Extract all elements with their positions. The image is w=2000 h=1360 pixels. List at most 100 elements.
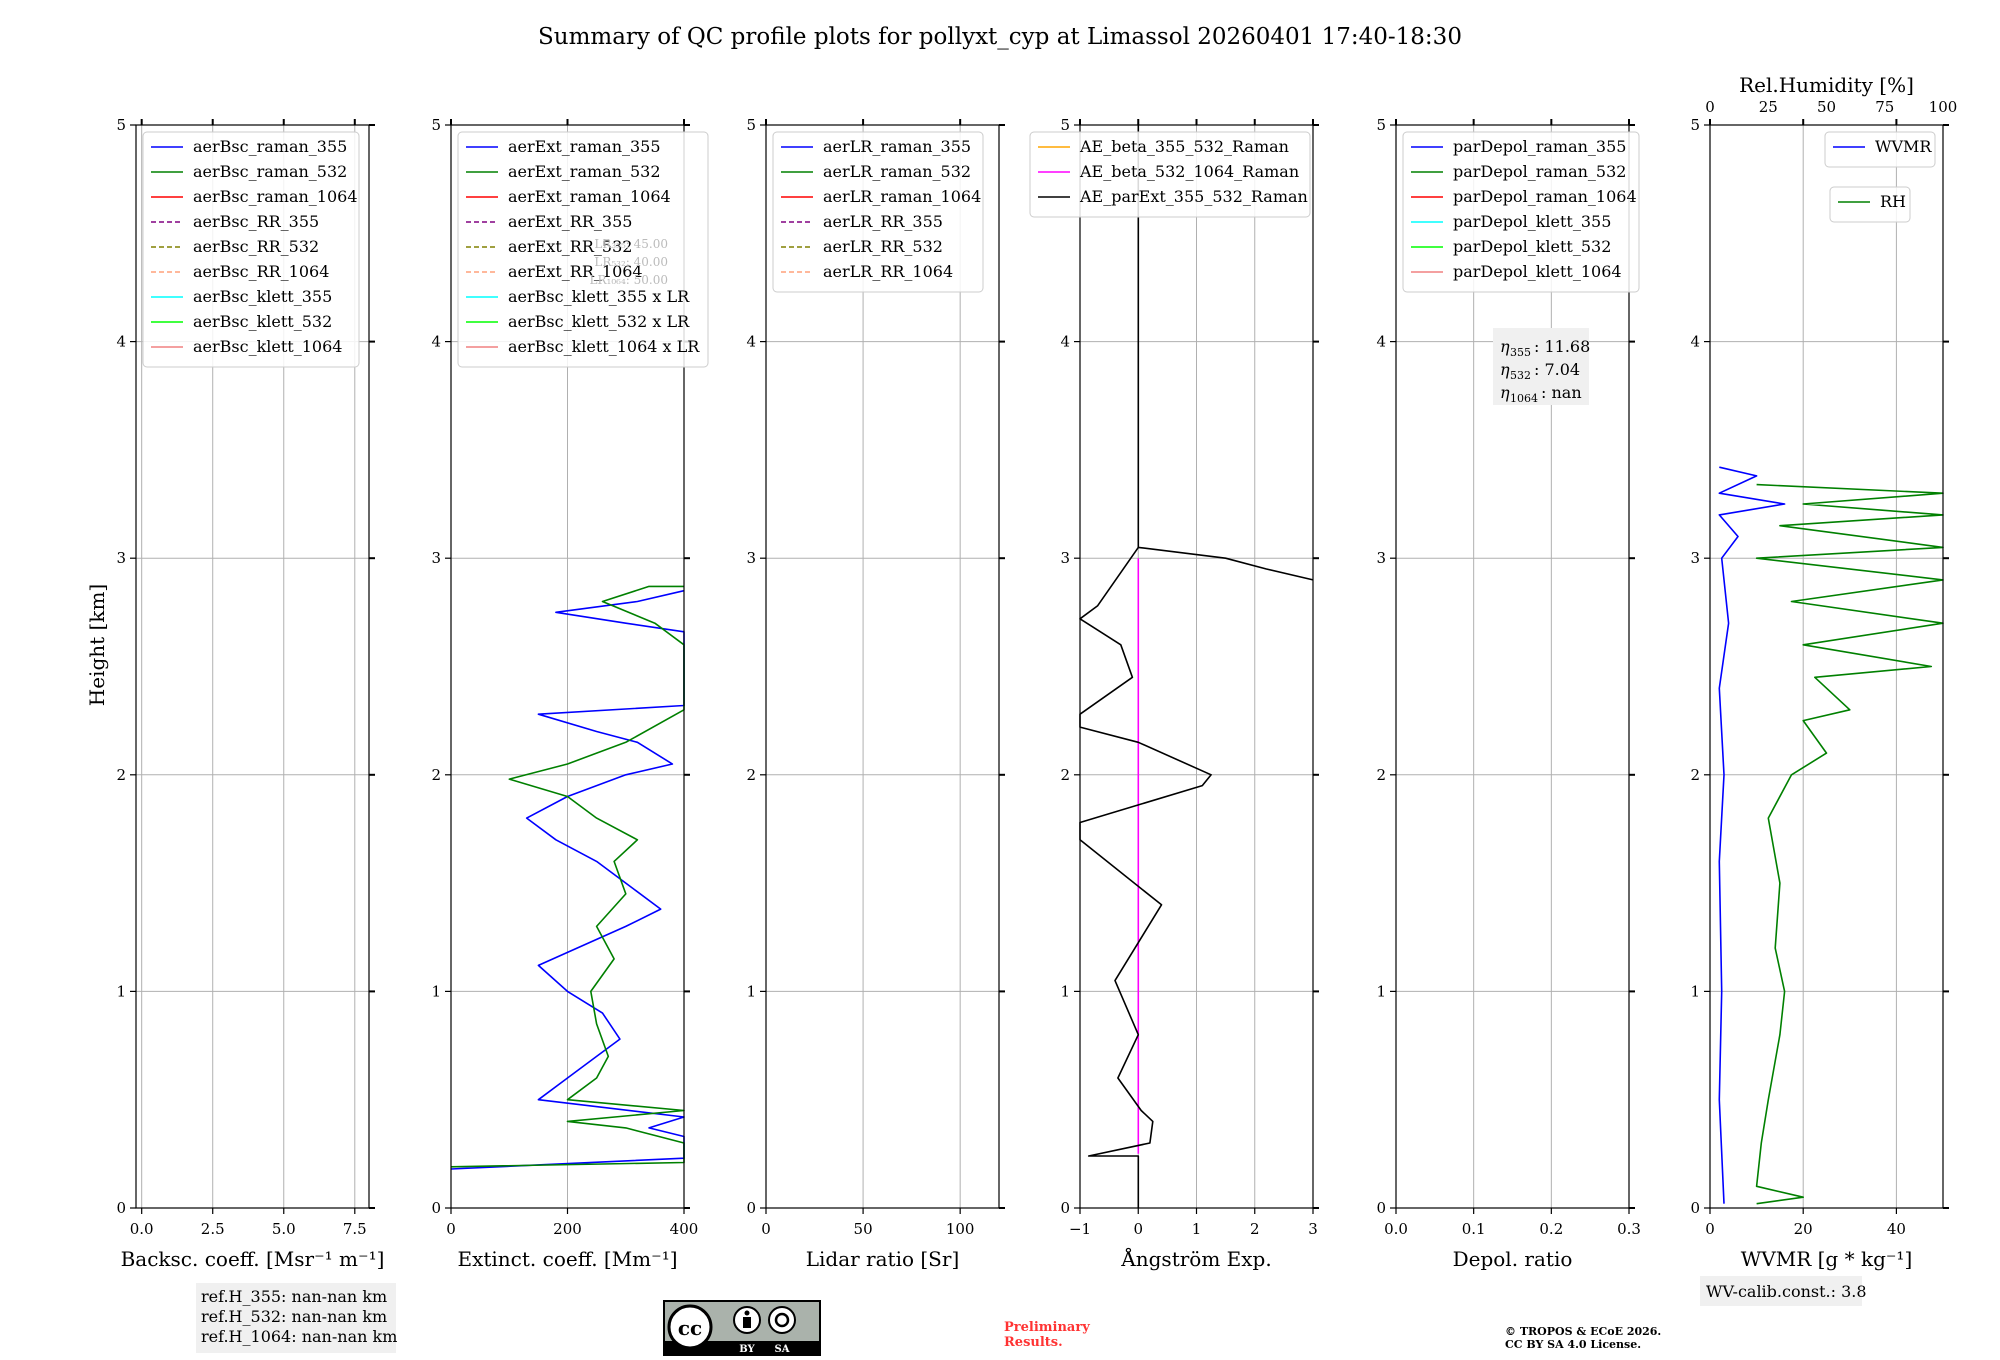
y-tick-label: 0 (1060, 1199, 1070, 1217)
y-tick-label: 4 (746, 333, 756, 351)
legend-label: parDepol_klett_1064 (1453, 262, 1622, 281)
x2-axis-label: Rel.Humidity [%] (1739, 73, 1914, 97)
x-tick-label: 0.0 (1384, 1220, 1408, 1238)
x-tick-label: 20 (1794, 1220, 1813, 1238)
legend-label: aerExt_RR_355 (508, 212, 632, 231)
legend: aerLR_raman_355 aerLR_raman_532 aerLR_rama… (772, 131, 984, 293)
y-tick-label: 4 (431, 333, 441, 351)
legend-box (1402, 131, 1640, 293)
legend-label: aerBsc_klett_532 (193, 312, 332, 331)
y-tick-label: 0 (1376, 1199, 1386, 1217)
legend-label: aerExt_raman_1064 (508, 187, 671, 206)
legend-box (772, 131, 984, 293)
y-tick-label: 5 (1060, 116, 1070, 134)
x-tick-label: 100 (946, 1220, 975, 1238)
plot-frame (1395, 124, 1630, 1209)
eta-symbol: η (1500, 383, 1510, 402)
legend-label: aerLR_raman_1064 (823, 187, 981, 206)
legend-label: aerLR_raman_355 (823, 137, 971, 156)
legend-box (1829, 186, 1911, 223)
legend-label: aerBsc_raman_1064 (193, 187, 358, 206)
eta-subscript: 1064 (1510, 392, 1538, 405)
series-group (1718, 466, 1944, 1205)
x-tick-label: 2.5 (201, 1220, 225, 1238)
y-tick-label: 5 (116, 116, 126, 134)
ref-height-label: ref.H_532: nan-nan km (201, 1307, 387, 1326)
panel-depol: 0 1 2 3 4 5 0.0 0.1 0.2 0.3 Depol. ratio parDepol_r… (1376, 116, 1640, 1271)
by-icon-head (744, 1310, 750, 1316)
y-tick-label: 1 (1690, 982, 1700, 1000)
legend: aerExt_raman_355 aerExt_raman_532 aerExt_r… (457, 131, 709, 368)
x-axis-label: Lidar ratio [Sr] (806, 1247, 960, 1271)
y-tick-label: 4 (116, 333, 126, 351)
legend-label: WVMR (1875, 137, 1932, 156)
legend-label: aerBsc_klett_355 x LR (508, 287, 690, 306)
y-tick-label: 4 (1060, 333, 1070, 351)
y-axis-label: Height [km] (85, 584, 109, 706)
x-tick-label: 0.3 (1617, 1220, 1641, 1238)
legend-label: aerBsc_klett_532 x LR (508, 312, 690, 331)
x-tick-label: −1 (1069, 1220, 1091, 1238)
legend-box (1029, 131, 1311, 218)
eta-symbol: η (1500, 337, 1510, 356)
legend-label: aerLR_RR_355 (823, 212, 943, 231)
panel-ext: 0 1 2 3 4 5 0 200 400 Extinct. coeff. [Mm⁻¹] aerEx… (431, 116, 709, 1271)
legend-label: aerExt_raman_355 (508, 137, 661, 156)
license-badge: cc BY SA (663, 1300, 821, 1356)
x-tick-label: 200 (553, 1220, 582, 1238)
y-tick-label: 0 (746, 1199, 756, 1217)
legend-label: aerBsc_klett_1064 x LR (508, 337, 700, 356)
eta-value: : nan (1541, 383, 1582, 402)
x-tick-label: 0 (446, 1220, 456, 1238)
y-tick-label: 3 (1060, 549, 1070, 567)
plot-frame (765, 124, 1000, 1209)
ext-lidar-ratio-label: LR₅₃₂: 40.00 (594, 255, 668, 269)
y-tick-label: 3 (431, 549, 441, 567)
copyright-line: CC BY SA 4.0 License. (1505, 1338, 1641, 1351)
legend-label: aerBsc_raman_355 (193, 137, 347, 156)
legend-label: aerBsc_RR_355 (193, 212, 319, 231)
series-line-WVMR (1718, 466, 1786, 1204)
sa-icon-arc (774, 1312, 790, 1328)
x-tick-label: 0.1 (1462, 1220, 1486, 1238)
legend-label: aerExt_raman_532 (508, 162, 661, 181)
preliminary-line: Preliminary (1004, 1320, 1090, 1335)
cc-icon-letters: cc (678, 1316, 702, 1340)
x2-tick-label: 100 (1929, 98, 1958, 116)
y-tick-label: 2 (431, 766, 441, 784)
legend-box (142, 131, 360, 368)
ref-height-label: ref.H_355: nan-nan km (201, 1287, 387, 1306)
legend-label: parDepol_raman_355 (1453, 137, 1626, 156)
sa-icon (768, 1306, 796, 1334)
series-line-AE_parExt_355_532_Raman (1079, 125, 1212, 1208)
legend-label: AE_parExt_355_532_Raman (1079, 187, 1308, 206)
legend: AE_beta_355_532_Raman AE_beta_532_1064_Ra… (1029, 131, 1311, 218)
y-tick-label: 3 (1376, 549, 1386, 567)
x-tick-label: 7.5 (343, 1220, 367, 1238)
panels: 0 1 2 3 4 5 0.0 2.5 5.0 7.5 Backsc. coeff. [Msr⁻¹ … (116, 73, 1957, 1271)
by-icon-body (743, 1317, 751, 1328)
legend-label: aerBsc_raman_532 (193, 162, 347, 181)
copyright-label: © TROPOS & ECoE 2026. CC BY SA 4.0 Licens… (1505, 1325, 1661, 1351)
y-tick-label: 1 (1060, 982, 1070, 1000)
legend-label: RH (1880, 192, 1906, 211)
figure-title: Summary of QC profile plots for pollyxt_… (538, 24, 1462, 50)
x-tick-label: 0 (1133, 1220, 1143, 1238)
legend-label: AE_beta_532_1064_Raman (1079, 162, 1299, 181)
x-tick-label: 2 (1250, 1220, 1260, 1238)
y-tick-label: 2 (746, 766, 756, 784)
eta-box (1493, 328, 1589, 405)
ext-lidar-ratio-label: LR₁₀₆₄: 50.00 (590, 273, 668, 287)
x-tick-label: 1 (1192, 1220, 1202, 1238)
legend: parDepol_raman_355 parDepol_raman_532 parD… (1402, 131, 1640, 293)
ext-lidar-ratio-label: LR₃₅₅: 45.00 (594, 237, 668, 251)
ref-height-label: ref.H_1064: nan-nan km (201, 1327, 397, 1346)
y-tick-label: 3 (746, 549, 756, 567)
y-tick-label: 5 (746, 116, 756, 134)
x2-tick-label: 75 (1875, 98, 1894, 116)
y-tick-label: 0 (116, 1199, 126, 1217)
y-tick-label: 1 (431, 982, 441, 1000)
